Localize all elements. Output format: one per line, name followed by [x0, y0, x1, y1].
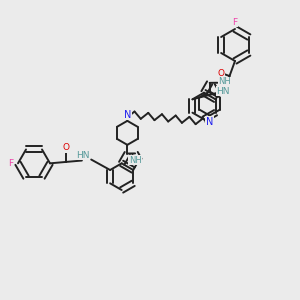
Text: F: F: [232, 18, 238, 27]
Text: NH: NH: [218, 77, 231, 86]
Text: O: O: [62, 143, 69, 152]
Text: HN: HN: [76, 151, 90, 160]
Text: O: O: [218, 69, 225, 78]
Text: N: N: [206, 116, 213, 127]
Text: F: F: [8, 159, 13, 168]
Text: N: N: [124, 110, 131, 120]
Text: HN: HN: [216, 87, 230, 96]
Text: NH: NH: [129, 156, 142, 165]
